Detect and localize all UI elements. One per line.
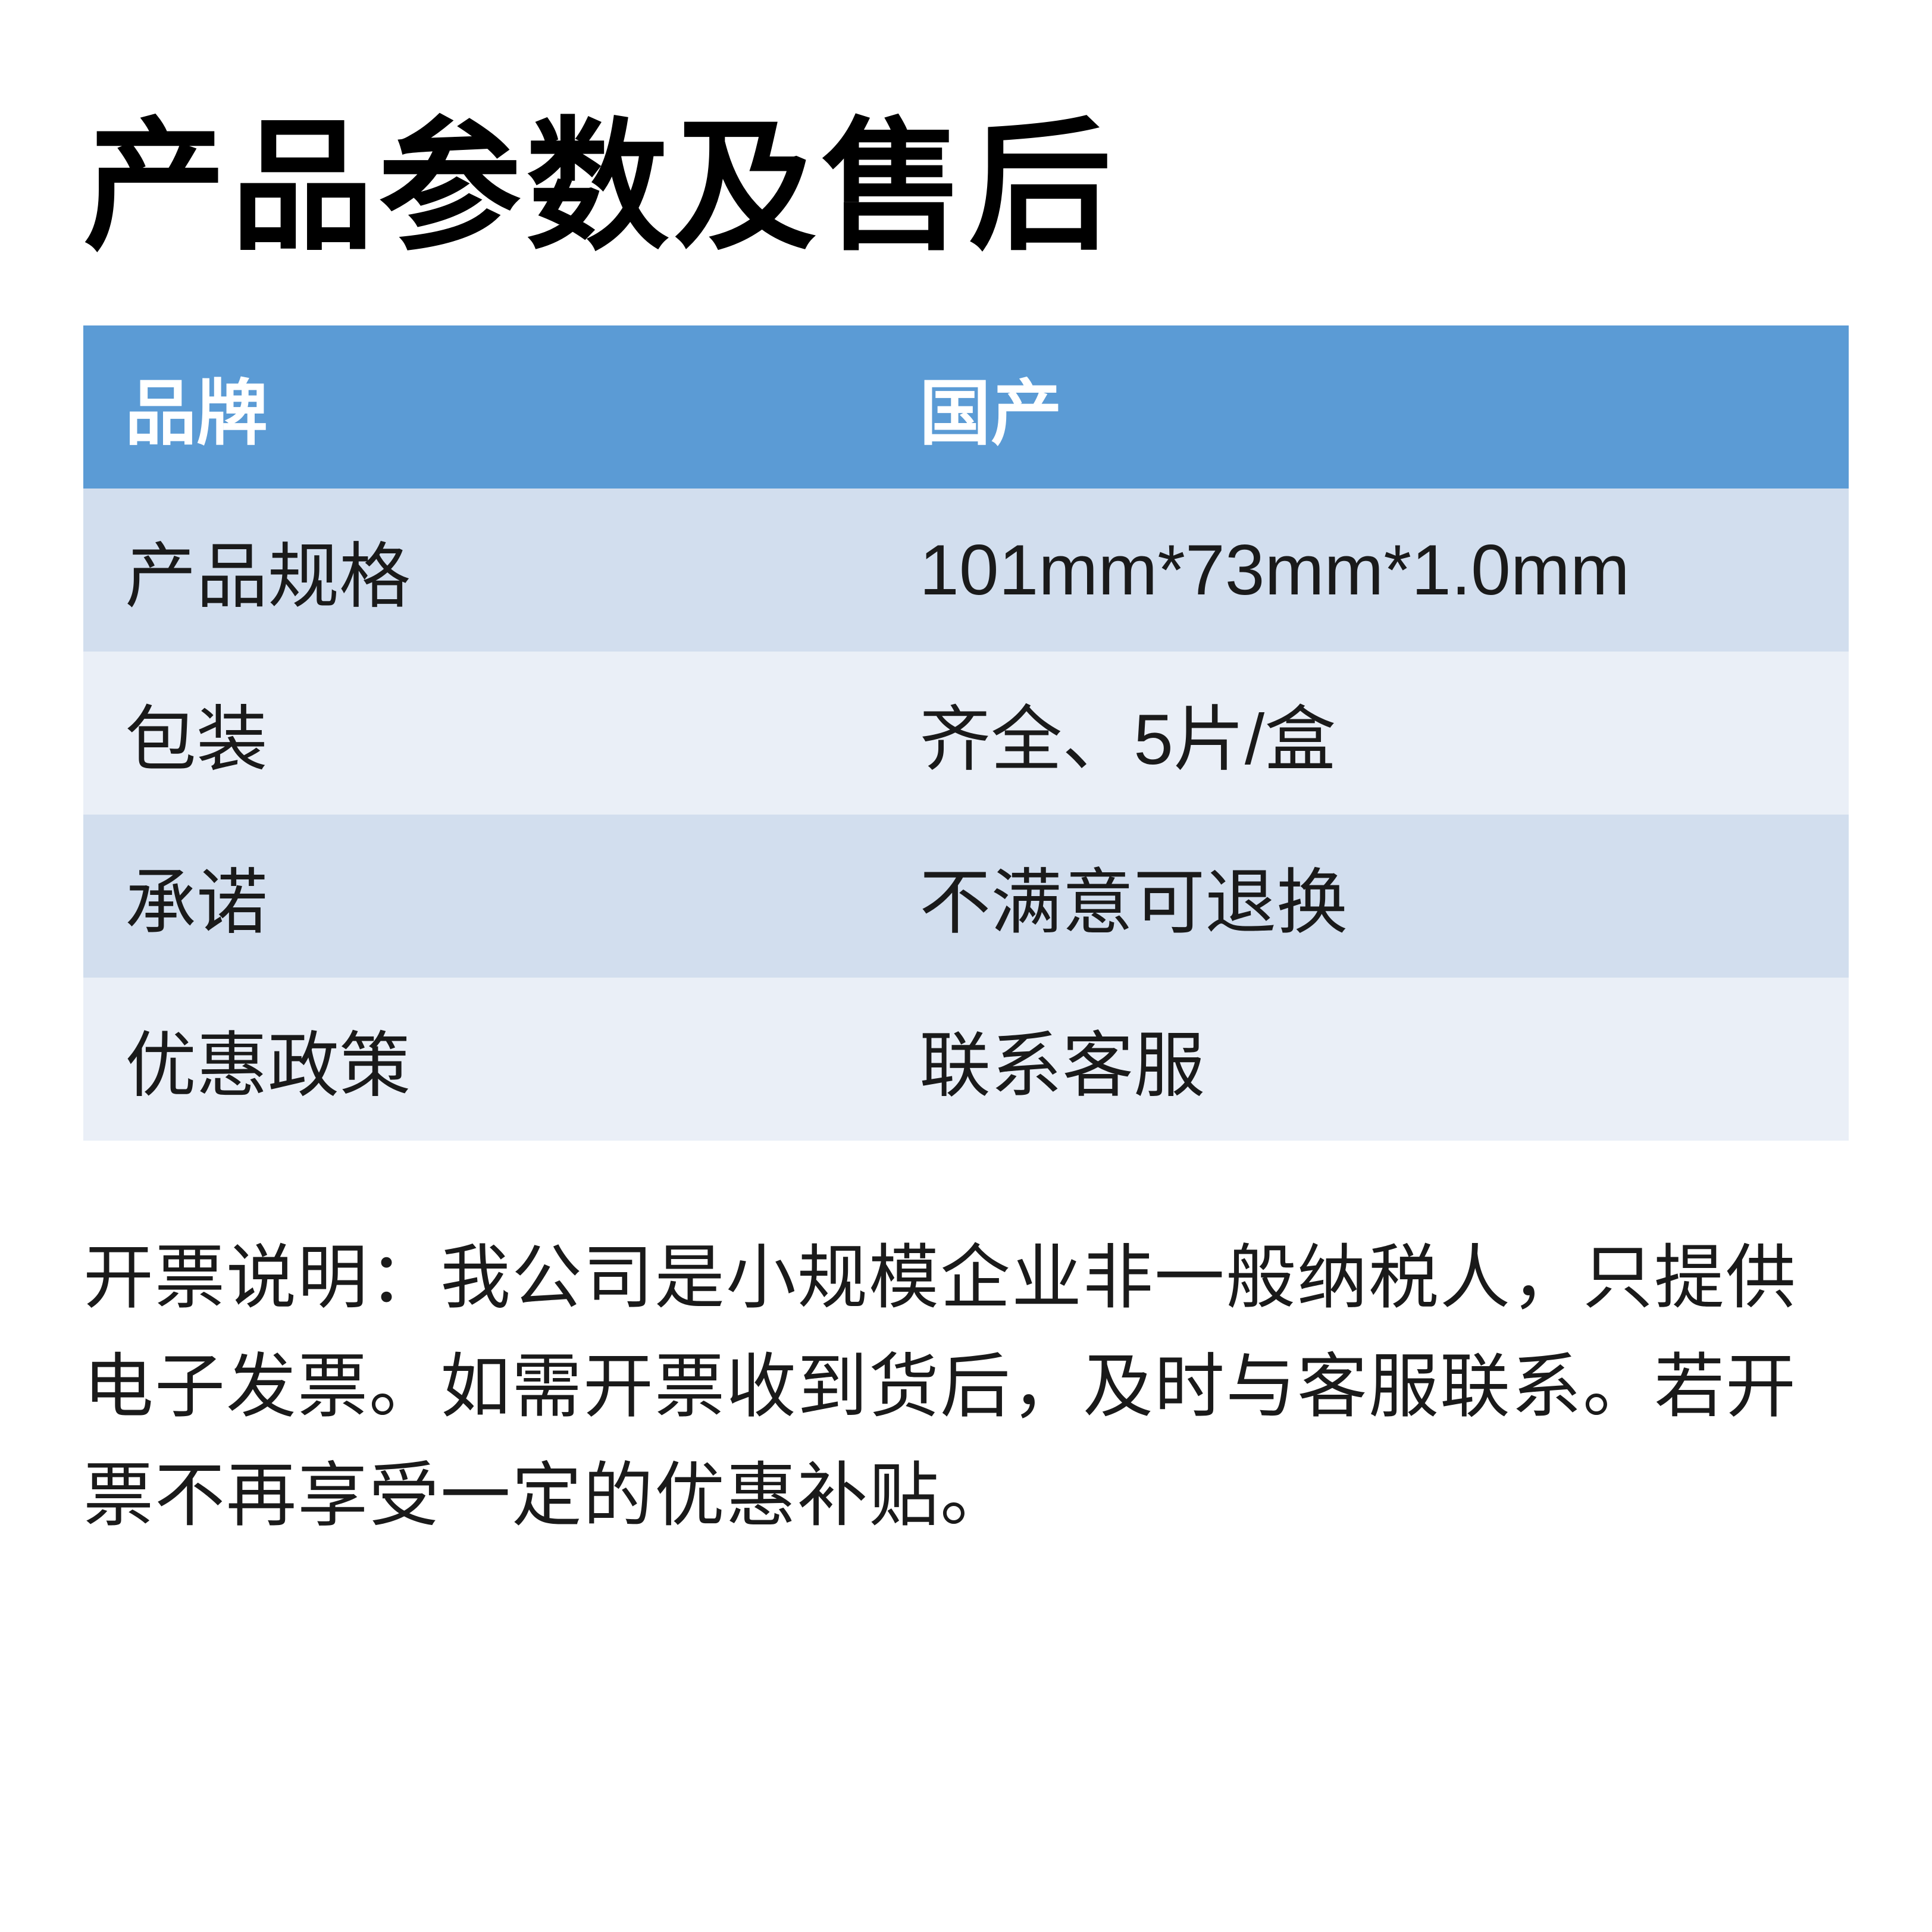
table-row: 承诺 不满意可退换	[83, 815, 1849, 978]
row-label: 包装	[83, 652, 878, 815]
row-label: 优惠政策	[83, 978, 878, 1141]
table-header-row: 品牌 国产	[83, 325, 1849, 489]
spec-table: 品牌 国产 产品规格 101mm*73mm*1.0mm 包装 齐全、5片/盒 承…	[83, 325, 1849, 1141]
invoice-note: 开票说明：我公司是小规模企业非一般纳税人，只提供电子发票。如需开票收到货后，及时…	[83, 1224, 1845, 1551]
table-row: 包装 齐全、5片/盒	[83, 652, 1849, 815]
row-value: 101mm*73mm*1.0mm	[878, 489, 1849, 652]
row-value: 联系客服	[878, 978, 1849, 1141]
page-title: 产品参数及售后	[83, 71, 1849, 278]
header-label: 品牌	[83, 325, 878, 489]
table-row: 产品规格 101mm*73mm*1.0mm	[83, 489, 1849, 652]
table-row: 优惠政策 联系客服	[83, 978, 1849, 1141]
row-label: 承诺	[83, 815, 878, 978]
row-value: 不满意可退换	[878, 815, 1849, 978]
row-label: 产品规格	[83, 489, 878, 652]
row-value: 齐全、5片/盒	[878, 652, 1849, 815]
header-value: 国产	[878, 325, 1849, 489]
